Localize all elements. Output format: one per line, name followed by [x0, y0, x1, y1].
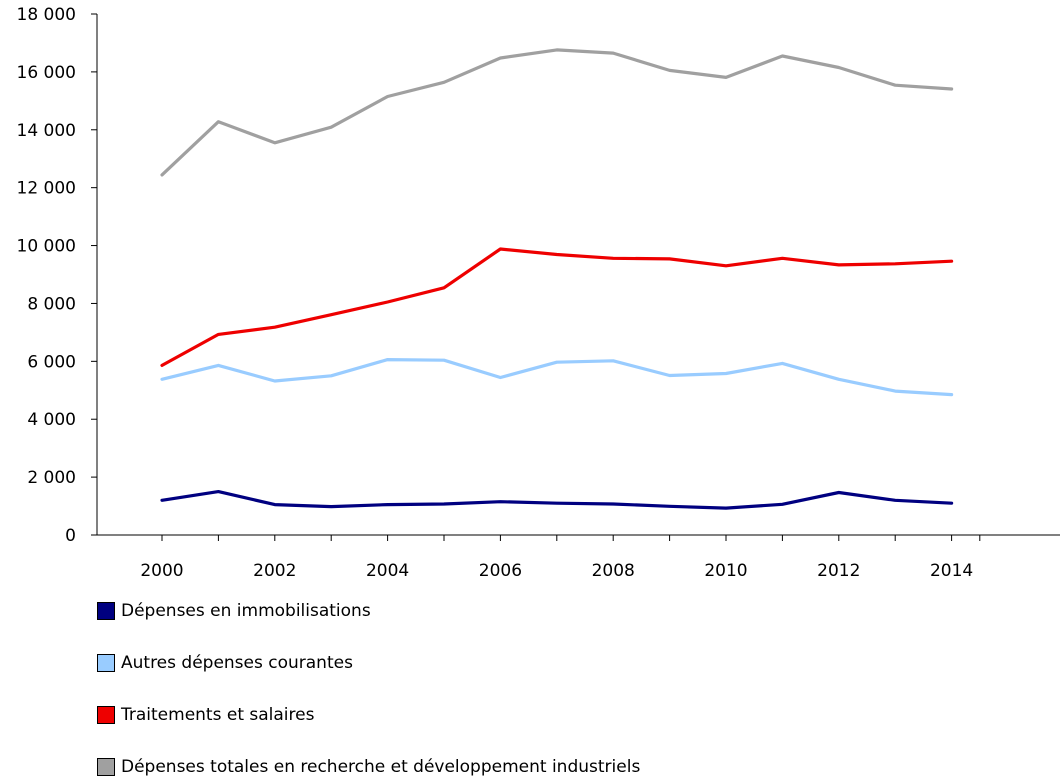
y-tick-label: 0 — [65, 526, 76, 546]
series-lines — [160, 48, 954, 510]
x-tick-label: 2008 — [592, 561, 635, 581]
legend-swatch-other-current-expenditures — [97, 654, 115, 672]
x-tick-label: 2014 — [930, 561, 973, 581]
x-tick-label: 2012 — [817, 561, 860, 581]
x-tick-label: 2002 — [253, 561, 296, 581]
y-axis-ticks: 0 2 000 4 000 6 000 8 000 10 000 12 000 14 000 1… — [17, 5, 97, 546]
series-line-capital-expenditures — [160, 490, 954, 510]
legend-item-total-rd-expenditures: Dépenses totales en recherche et dévelop… — [97, 756, 640, 778]
series-line-wages-salaries — [160, 247, 954, 367]
legend-item-capital-expenditures: Dépenses en immobilisations — [97, 600, 371, 622]
legend-swatch-total-rd-expenditures — [97, 758, 115, 776]
x-tick-label: 2006 — [479, 561, 522, 581]
legend-item-wages-salaries: Traitements et salaires — [97, 704, 314, 726]
y-tick-label: 18 000 — [17, 5, 76, 25]
series-line-total-rd-expenditures — [160, 48, 954, 177]
axes — [96, 14, 1060, 536]
y-tick-label: 8 000 — [27, 294, 76, 314]
legend-swatch-capital-expenditures — [97, 602, 115, 620]
legend-label-capital-expenditures: Dépenses en immobilisations — [121, 601, 371, 621]
series-line-other-current-expenditures — [160, 358, 954, 397]
legend-label-wages-salaries: Traitements et salaires — [121, 705, 315, 725]
x-tick-label: 2004 — [366, 561, 409, 581]
y-tick-label: 2 000 — [27, 468, 76, 488]
legend-label-other-current-expenditures: Autres dépenses courantes — [121, 653, 353, 673]
legend-label-total-rd-expenditures: Dépenses totales en recherche et dévelop… — [121, 757, 641, 777]
x-tick-label: 2000 — [140, 561, 183, 581]
y-tick-label: 4 000 — [27, 410, 76, 430]
y-tick-label: 10 000 — [17, 237, 76, 257]
x-axis-ticks: 2000 2002 2004 2006 2008 2010 2012 2014 — [140, 535, 981, 581]
legend-swatch-wages-salaries — [97, 706, 115, 724]
x-tick-label: 2010 — [704, 561, 747, 581]
y-tick-label: 14 000 — [17, 121, 76, 141]
y-tick-label: 12 000 — [17, 179, 76, 199]
y-tick-label: 16 000 — [17, 63, 76, 83]
legend-item-other-current-expenditures: Autres dépenses courantes — [97, 652, 353, 674]
y-tick-label: 6 000 — [27, 352, 76, 372]
